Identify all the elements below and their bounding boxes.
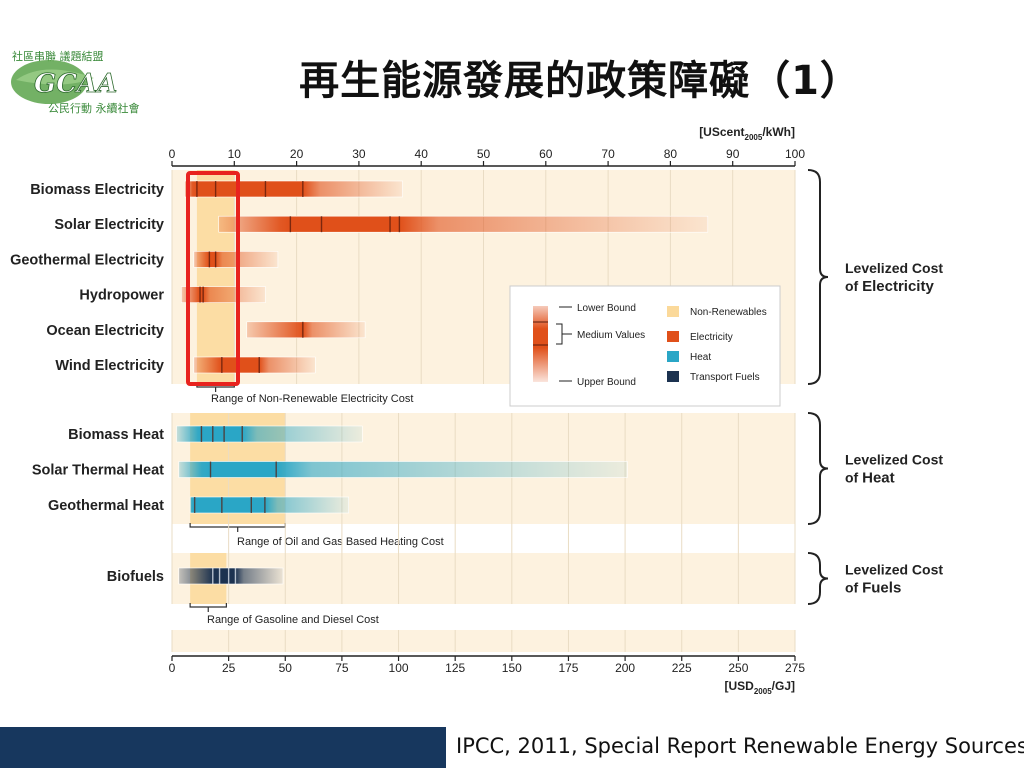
bracket-label-line1-fuels: Levelized Cost	[845, 562, 943, 578]
panel-bottom-strip	[172, 630, 795, 652]
bottom-tick-label-125: 125	[445, 661, 465, 675]
bracket-electricity	[807, 169, 829, 385]
top-tick-label-20: 20	[290, 147, 304, 161]
range-label-electricity: Range of Non-Renewable Electricity Cost	[211, 393, 413, 405]
chart-legend: Lower Bound Medium Values Upper Bound Non-R…	[509, 285, 781, 407]
bar-wind-electricity	[193, 356, 316, 374]
top-tick-label-10: 10	[228, 147, 242, 161]
bottom-tick-label-25: 25	[222, 661, 236, 675]
legend-swatch-electricity	[667, 331, 679, 342]
bracket-label-line1-heat: Levelized Cost	[845, 452, 943, 468]
top-tick-label-80: 80	[664, 147, 678, 161]
group-brackets: Levelized Cost of Electricity Levelized Co…	[807, 169, 943, 605]
legend-medium-bracket	[556, 323, 572, 345]
legend-swatch-heat	[667, 351, 679, 362]
range-label-heat: Range of Oil and Gas Based Heating Cost	[237, 536, 444, 548]
bottom-axis-unit: [USD2005/GJ]	[725, 679, 795, 696]
gcaa-logo: 社區串聯 議題結盟 GCAA 公民行動 永續社會	[4, 20, 154, 115]
bracket-heat	[807, 412, 829, 525]
range-label-fuels: Range of Gasoline and Diesel Cost	[207, 614, 379, 626]
bracket-label-line2-electricity: of Electricity	[845, 278, 934, 295]
bar-solar-thermal-heat	[178, 461, 628, 478]
row-label-ocean-electricity: Ocean Electricity	[46, 323, 164, 339]
top-tick-label-30: 30	[352, 147, 366, 161]
bar-biomass-electricity	[184, 180, 403, 198]
bar-geothermal-electricity	[193, 251, 279, 268]
bracket-label-line2-heat: of Heat	[845, 470, 895, 487]
legend-medium-values: Medium Values	[577, 330, 645, 341]
bottom-tick-label-150: 150	[502, 661, 522, 675]
legend-swatch-transport-fuels	[667, 371, 679, 382]
logo-bottom-text: 公民行動 永續社會	[48, 101, 140, 115]
bar-solar-electricity	[218, 215, 709, 233]
bottom-tick-label-175: 175	[558, 661, 578, 675]
bar-hydropower	[181, 286, 266, 303]
legend-upper-bound: Upper Bound	[577, 377, 636, 388]
range-bars	[176, 180, 709, 585]
top-tick-label-0: 0	[169, 147, 176, 161]
bottom-tick-label-275: 275	[785, 661, 805, 675]
row-label-geothermal-electricity: Geothermal Electricity	[10, 252, 164, 268]
row-label-solar-electricity: Solar Electricity	[54, 217, 164, 233]
nonrenewable-band-electricity	[196, 170, 235, 384]
row-label-wind-electricity: Wind Electricity	[55, 358, 164, 374]
legend-gradient-bar	[533, 306, 548, 382]
bracket-fuels	[807, 552, 829, 605]
top-tick-label-100: 100	[785, 147, 805, 161]
bar-biomass-heat	[176, 425, 363, 443]
bottom-tick-label-0: 0	[169, 661, 176, 675]
bar-ocean-electricity	[246, 321, 366, 339]
bottom-tick-label-100: 100	[389, 661, 409, 675]
logo-top-text: 社區串聯 議題結盟	[12, 49, 104, 63]
bar-geothermal-heat	[189, 496, 350, 514]
row-label-biomass-electricity: Biomass Electricity	[30, 182, 164, 198]
legend-label-heat: Heat	[690, 352, 711, 363]
legend-lower-bound: Lower Bound	[577, 303, 636, 314]
bottom-tick-label-250: 250	[728, 661, 748, 675]
bracket-label-line2-fuels: of Fuels	[845, 580, 901, 597]
bar-biofuels	[178, 567, 284, 585]
top-tick-label-40: 40	[415, 147, 429, 161]
bracket-label-line1-electricity: Levelized Cost	[845, 260, 943, 276]
logo-mark: GCAA	[34, 69, 117, 99]
citation: IPCC, 2011, Special Report Renewable Ene…	[456, 734, 1024, 758]
legend-swatch-non-renewables	[667, 306, 679, 317]
footer-band	[0, 727, 446, 768]
bottom-tick-label-225: 225	[672, 661, 692, 675]
legend-label-electricity: Electricity	[690, 332, 733, 343]
legend-box	[509, 285, 781, 407]
bottom-tick-label-75: 75	[335, 661, 349, 675]
top-tick-label-60: 60	[539, 147, 553, 161]
top-tick-label-90: 90	[726, 147, 740, 161]
slide-title: 再生能源發展的政策障礙（1）	[299, 58, 861, 104]
row-label-solar-thermal-heat: Solar Thermal Heat	[32, 463, 164, 479]
bottom-tick-label-200: 200	[615, 661, 635, 675]
top-axis-unit: [UScent2005/kWh]	[699, 125, 795, 142]
top-tick-label-70: 70	[601, 147, 615, 161]
row-label-biofuels: Biofuels	[107, 569, 164, 585]
bottom-tick-label-50: 50	[279, 661, 293, 675]
axes: [UScent2005/kWh] [USD2005/GJ] 0 10 20 30 40 5…	[169, 125, 806, 696]
row-label-hydropower: Hydropower	[79, 288, 164, 304]
row-label-geothermal-heat: Geothermal Heat	[48, 498, 164, 514]
row-label-biomass-heat: Biomass Heat	[68, 427, 164, 443]
row-labels: Biomass Electricity Solar Electricity Geot…	[10, 182, 164, 585]
legend-label-transport-fuels: Transport Fuels	[690, 372, 760, 383]
highlight-box	[186, 171, 240, 386]
legend-label-non-renewables: Non-Renewables	[690, 307, 767, 318]
top-tick-label-50: 50	[477, 147, 491, 161]
cost-range-chart: Range of Non-Renewable Electricity Cost R…	[10, 125, 943, 696]
